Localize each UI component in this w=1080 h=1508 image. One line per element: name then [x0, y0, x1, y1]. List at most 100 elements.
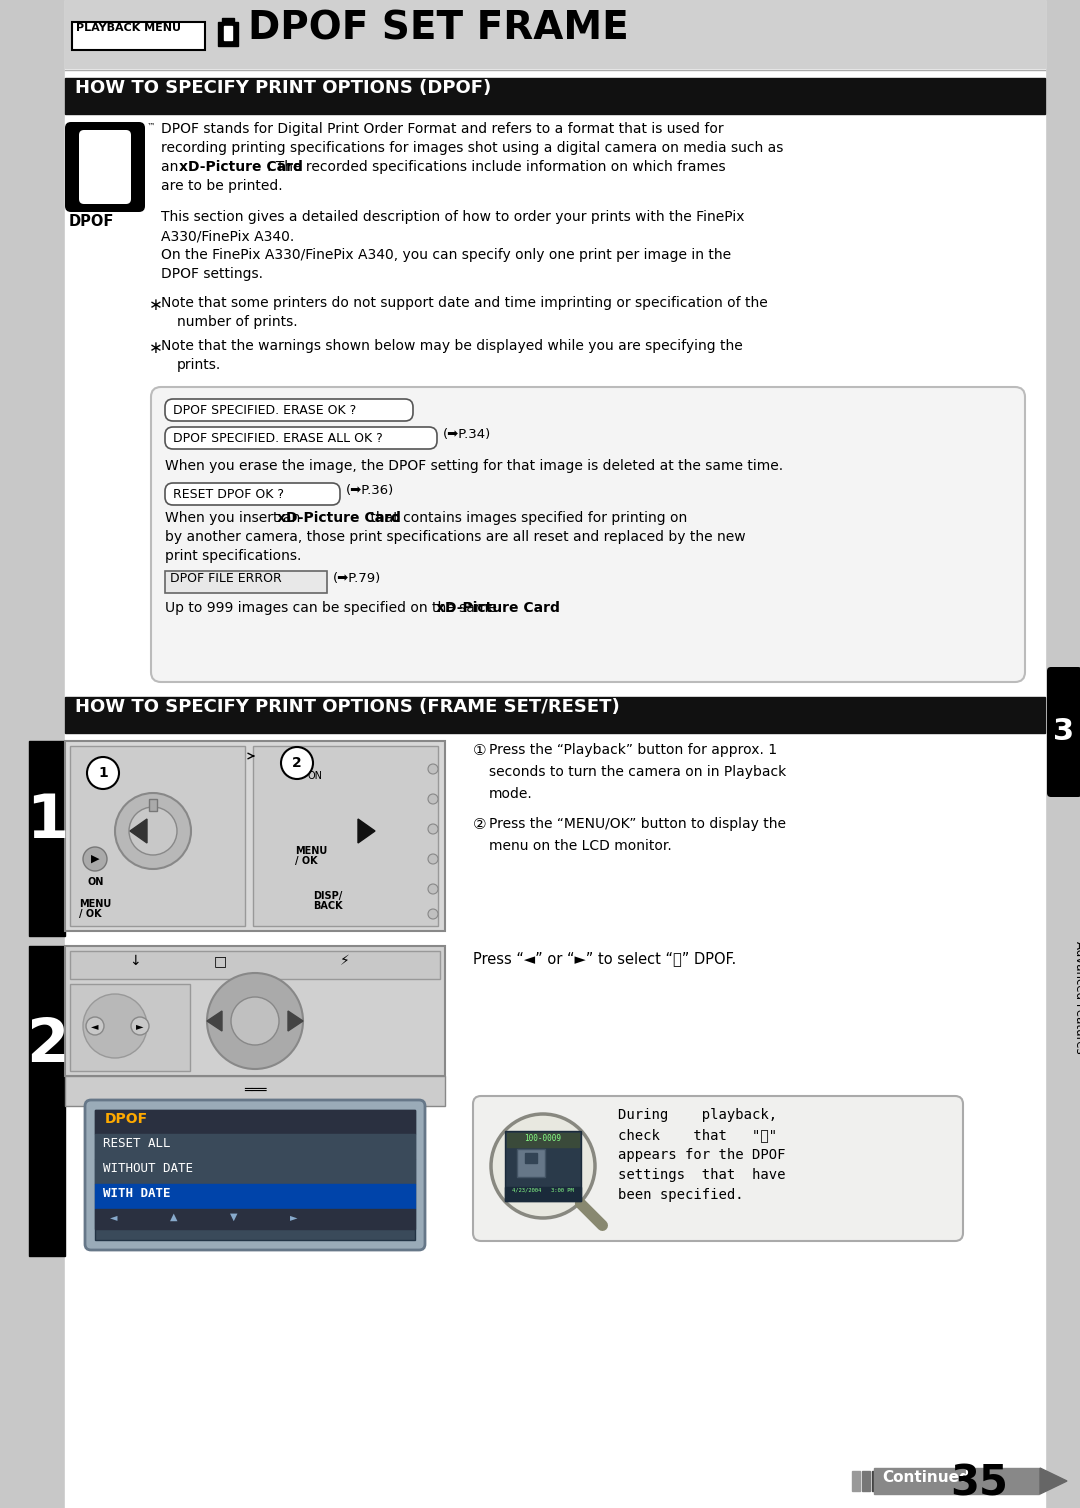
Text: On the FinePix A330/FinePix A340, you can specify only one print per image in th: On the FinePix A330/FinePix A340, you ca… — [161, 247, 731, 262]
Circle shape — [207, 973, 303, 1069]
Bar — [505, 1131, 581, 1200]
Bar — [874, 1467, 1039, 1494]
Text: 1: 1 — [98, 766, 108, 780]
FancyBboxPatch shape — [85, 1099, 426, 1250]
Bar — [222, 18, 234, 27]
Circle shape — [129, 807, 177, 855]
Polygon shape — [1040, 1467, 1067, 1494]
Bar — [70, 952, 440, 979]
Circle shape — [428, 909, 438, 918]
Circle shape — [83, 847, 107, 872]
Circle shape — [491, 1114, 595, 1218]
Text: When you erase the image, the DPOF setting for that image is deleted at the same: When you erase the image, the DPOF setti… — [165, 458, 783, 474]
Text: RESET ALL: RESET ALL — [103, 1137, 171, 1151]
Text: DPOF SET FRAME: DPOF SET FRAME — [248, 11, 629, 48]
Text: (➡P.36): (➡P.36) — [346, 484, 394, 498]
Bar — [95, 1110, 415, 1240]
Text: DPOF FILE ERROR: DPOF FILE ERROR — [170, 572, 282, 585]
FancyBboxPatch shape — [151, 388, 1025, 682]
Text: (➡P.34): (➡P.34) — [443, 428, 491, 440]
Text: DPOF settings.: DPOF settings. — [161, 267, 264, 280]
Text: 1: 1 — [26, 792, 68, 851]
Text: DPOF: DPOF — [105, 1111, 148, 1126]
Text: 100-0009: 100-0009 — [525, 1134, 562, 1143]
Text: WITH DATE: WITH DATE — [103, 1187, 171, 1200]
Text: ∗: ∗ — [149, 339, 163, 357]
Text: 3: 3 — [1053, 718, 1075, 746]
Bar — [525, 1154, 537, 1163]
Circle shape — [428, 795, 438, 804]
Text: that contains images specified for printing on: that contains images specified for print… — [366, 511, 687, 525]
Bar — [149, 799, 157, 811]
Text: an: an — [161, 160, 183, 173]
Bar — [218, 23, 238, 47]
Bar — [65, 1077, 445, 1105]
Text: Press the “MENU/OK” button to display the: Press the “MENU/OK” button to display th… — [489, 817, 786, 831]
Text: Continued: Continued — [882, 1470, 970, 1485]
Text: □: □ — [214, 955, 227, 968]
FancyBboxPatch shape — [165, 400, 413, 421]
Text: xD-Picture Card: xD-Picture Card — [436, 602, 561, 615]
Text: (➡P.79): (➡P.79) — [333, 572, 381, 585]
Circle shape — [86, 1016, 104, 1034]
Circle shape — [114, 793, 191, 869]
Text: settings  that  have: settings that have — [618, 1169, 785, 1182]
Bar — [224, 26, 232, 41]
Bar — [95, 1160, 415, 1184]
Text: / OK: / OK — [295, 857, 318, 866]
Text: During    playback,: During playback, — [618, 1108, 778, 1122]
FancyBboxPatch shape — [65, 122, 145, 213]
Bar — [95, 1110, 415, 1134]
FancyBboxPatch shape — [473, 1096, 963, 1241]
Polygon shape — [130, 819, 147, 843]
Text: mode.: mode. — [489, 787, 532, 801]
Text: DPOF: DPOF — [69, 214, 114, 229]
Bar — [70, 985, 190, 1071]
Text: MENU: MENU — [79, 899, 111, 909]
Circle shape — [131, 1016, 149, 1034]
Text: ►: ► — [136, 1021, 144, 1031]
Text: 35: 35 — [950, 1463, 1008, 1505]
Text: 2: 2 — [26, 1016, 68, 1075]
Circle shape — [428, 765, 438, 774]
Text: been specified.: been specified. — [618, 1188, 744, 1202]
Circle shape — [428, 884, 438, 894]
Text: Note that the warnings shown below may be displayed while you are specifying the: Note that the warnings shown below may b… — [161, 339, 743, 353]
Text: When you insert an: When you insert an — [165, 511, 305, 525]
Text: recording printing specifications for images shot using a digital camera on medi: recording printing specifications for im… — [161, 142, 783, 155]
Text: Note that some printers do not support date and time imprinting or specification: Note that some printers do not support d… — [161, 296, 768, 311]
Text: ▼: ▼ — [230, 1212, 238, 1221]
Text: ™: ™ — [147, 122, 156, 131]
Circle shape — [231, 997, 279, 1045]
Polygon shape — [357, 819, 375, 843]
Circle shape — [428, 854, 438, 864]
Text: 2: 2 — [292, 756, 302, 771]
Text: BACK: BACK — [313, 900, 342, 911]
Text: ▶: ▶ — [91, 854, 99, 864]
Text: PLAYBACK MENU: PLAYBACK MENU — [76, 23, 181, 33]
Text: xD-Picture Card: xD-Picture Card — [178, 160, 302, 173]
Circle shape — [281, 746, 313, 780]
Text: ↓: ↓ — [130, 955, 140, 968]
Text: number of prints.: number of prints. — [177, 315, 298, 329]
Text: / OK: / OK — [79, 909, 102, 918]
Text: appears for the DPOF: appears for the DPOF — [618, 1148, 785, 1163]
Text: ①: ① — [473, 743, 487, 759]
Bar — [95, 1209, 415, 1229]
Bar — [29, 740, 65, 936]
Circle shape — [87, 757, 119, 789]
Text: ⚡: ⚡ — [340, 955, 350, 968]
Bar — [165, 572, 327, 593]
Bar — [65, 697, 1045, 733]
Bar — [65, 0, 1045, 68]
FancyBboxPatch shape — [79, 130, 131, 204]
Text: HOW TO SPECIFY PRINT OPTIONS (DPOF): HOW TO SPECIFY PRINT OPTIONS (DPOF) — [75, 78, 491, 97]
Text: DPOF SPECIFIED. ERASE ALL OK ?: DPOF SPECIFIED. ERASE ALL OK ? — [173, 431, 382, 445]
Text: This section gives a detailed description of how to order your prints with the F: This section gives a detailed descriptio… — [161, 210, 744, 225]
Text: Up to 999 images can be specified on the same: Up to 999 images can be specified on the… — [165, 602, 501, 615]
Text: ◄: ◄ — [91, 1021, 98, 1031]
Text: .: . — [525, 602, 529, 615]
Text: ON: ON — [87, 878, 104, 887]
Bar — [253, 746, 438, 926]
Bar — [862, 1470, 870, 1491]
